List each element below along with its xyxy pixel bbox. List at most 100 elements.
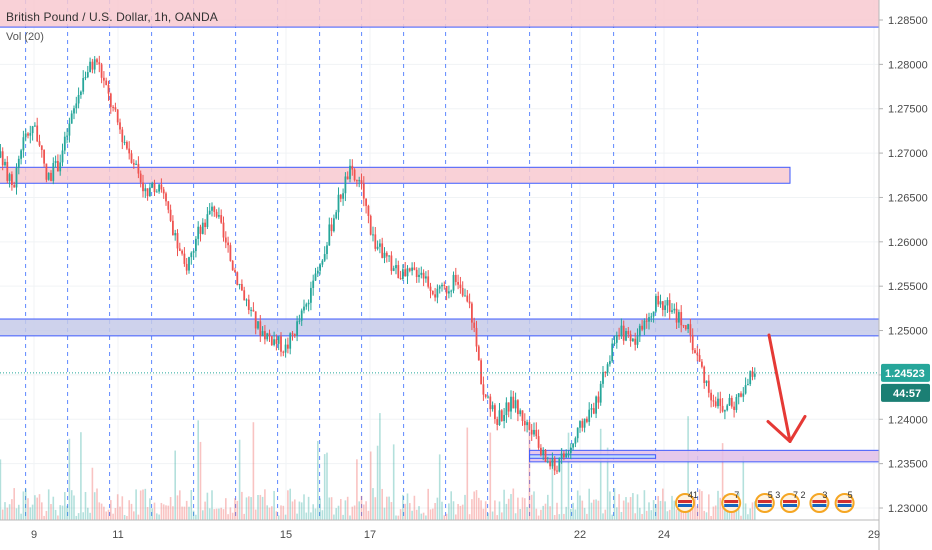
volume-bar [321,510,324,520]
last-price-label: 1.24523 [885,368,925,380]
candle-body [356,180,358,182]
candle-body [655,295,657,312]
price-badges: 1.24523 44:57 [881,363,930,402]
candle-body [420,272,423,275]
volume-bar [172,506,174,520]
candle-body [139,173,142,183]
candle-body [264,331,266,340]
volume-bar [45,510,48,520]
volume-bar [696,505,699,520]
candle-body [448,291,450,294]
volume-bar [234,498,236,520]
event-marker[interactable]: 41 [675,490,698,513]
volume-bar [142,489,144,520]
event-marker[interactable]: 3 [809,490,830,513]
volume-bar [52,496,55,520]
event-marker[interactable]: 5 3 [754,490,781,513]
candle-body [287,344,289,349]
volume-bar [427,488,429,520]
volume-bar [666,511,669,520]
flag-icon [812,500,827,503]
candle-body [475,327,478,347]
price-axis[interactable]: 1.28500 1.28000 1.27500 1.27000 1.26500 1.260… [878,0,928,550]
candle-body [710,392,712,401]
volume-bar [491,511,494,520]
volume-bar [505,503,508,520]
volume-bar [303,494,305,520]
volume-bar [15,508,18,520]
candle-body [733,406,735,411]
economic-events[interactable]: 41 7 5 3 7 2 3 5 [675,490,855,513]
volume-bar [231,512,234,520]
volume-bar [116,494,119,520]
candle-body [505,402,508,416]
candle-body [427,276,430,287]
volume-bar [43,515,45,520]
volume-bar [574,509,577,520]
candle-body [498,410,501,425]
volume-bar [204,501,206,520]
volume-bar [185,500,188,520]
volume-bar [629,497,632,520]
volume-bar [461,504,464,520]
candle-body [174,233,177,236]
candle-body [374,234,377,249]
volume-bar [376,445,379,520]
volume-bar [22,491,25,520]
demand-zone[interactable] [0,318,880,337]
candle-body [661,301,664,310]
volume-bar [342,514,344,520]
event-marker[interactable]: 7 2 [780,490,806,513]
resistance-zone-2[interactable] [0,166,791,184]
candle-body [510,396,512,412]
arrow-head-left[interactable] [766,419,792,443]
volume-bar [632,493,634,520]
candle-body [176,233,179,249]
volume-bar [238,439,241,520]
volume-bar [484,501,487,520]
candle-body [316,270,319,274]
volume-bar [13,488,15,520]
candle-body [546,461,549,463]
volume-legend[interactable]: Vol (20) [6,31,44,43]
volume-bar [455,514,457,520]
down-arrow-drawing[interactable] [766,333,807,443]
candle-body [160,184,163,190]
drawing-zones[interactable] [0,0,880,463]
volume-bar [31,504,34,520]
candle-body [137,163,140,174]
event-marker[interactable]: 5 [834,490,855,513]
arrow-shaft[interactable] [767,333,792,443]
volume-bar [618,494,620,520]
y-tick-label: 1.25000 [888,326,928,338]
candle-body [549,461,551,467]
volume-bar [432,508,434,520]
candle-body [569,447,572,454]
candle-body [641,325,643,330]
volume-bar [243,513,245,520]
candle-body [496,419,499,425]
candle-body [8,174,11,181]
time-axis[interactable]: 9111517222429Jul6 [0,519,932,541]
volume-bar [206,492,209,520]
symbol-title[interactable]: British Pound / U.S. Dollar, 1h, OANDA [6,10,218,24]
event-marker[interactable]: 7 [721,490,742,513]
candle-body [703,366,706,384]
candle-body [461,288,464,296]
volume-bar [452,501,455,520]
volume-bar [563,513,565,520]
volume-bar [662,488,664,520]
candle-body [195,238,197,252]
candle-body [268,333,271,337]
volume-bar [590,502,593,520]
volume-bar [158,514,160,520]
volume-bar [77,513,80,520]
support-zone-inner[interactable] [529,454,657,459]
volume-bar [708,494,710,520]
candle-body [300,310,303,321]
candle-body [213,206,216,212]
volume-bar [8,504,11,520]
candle-body [328,224,331,246]
arrow-head-right[interactable] [788,414,807,443]
